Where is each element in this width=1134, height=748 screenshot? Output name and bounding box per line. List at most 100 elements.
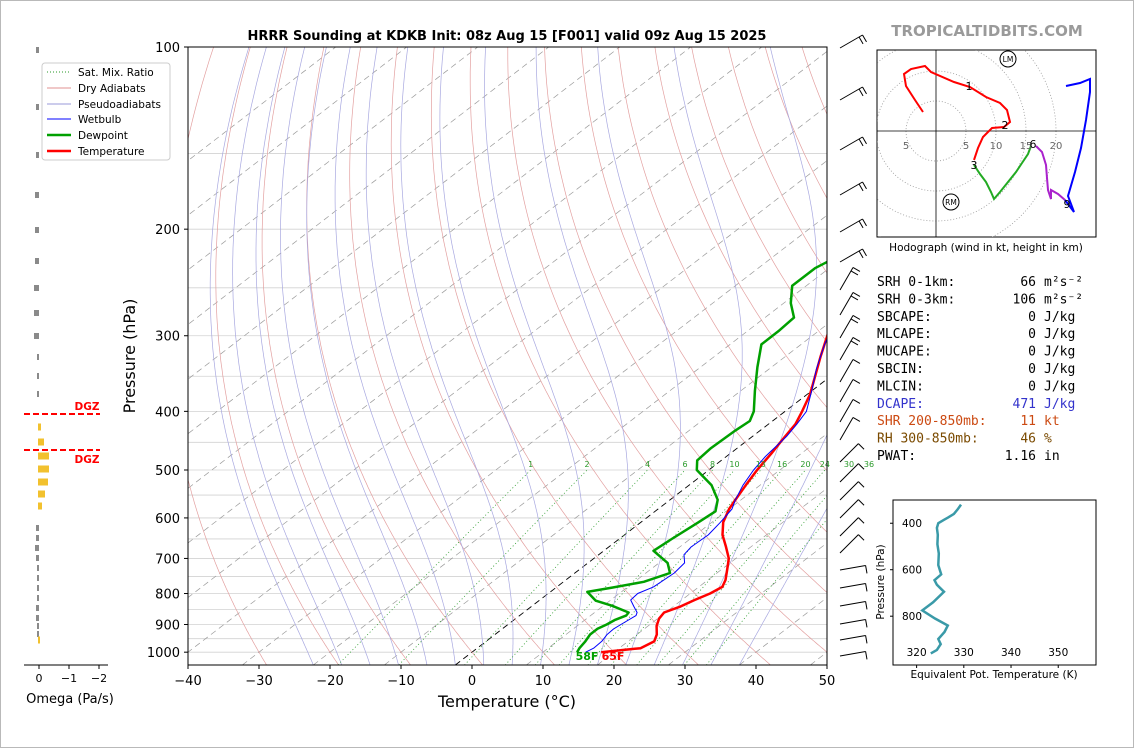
y-tick-label: 600 (155, 512, 180, 527)
dry-adiabat-line (507, 47, 827, 653)
x-tick-label: 30 (677, 674, 694, 689)
omega-tick-label-1: −1 (61, 672, 77, 685)
mixing-ratio-line (534, 469, 713, 665)
legend-label-sat-mix-ratio: Sat. Mix. Ratio (78, 67, 154, 79)
wind-barb (839, 399, 861, 423)
y-tick-label: 800 (155, 588, 180, 603)
wind-barb-staff (839, 650, 866, 657)
wind-barb (839, 534, 865, 554)
theta-e-y-label: Pressure (hPa) (875, 544, 887, 619)
mixing-ratio-line (706, 518, 827, 665)
index-unit: J/kg (1044, 310, 1075, 325)
chart-title: HRRR Sounding at KDKB Init: 08z Aug 15 [… (248, 29, 767, 44)
y-tick-label: 900 (155, 618, 180, 633)
pseudoadiabat-line (365, 47, 485, 665)
isotherm-line (188, 47, 336, 162)
omega-bar (36, 615, 39, 621)
wind-barb (839, 463, 865, 483)
theta-e-x-label: Equivalent Pot. Temperature (K) (910, 669, 1077, 681)
wind-barb-flag (862, 248, 867, 257)
wind-barb-flag (852, 359, 861, 364)
wind-barb (839, 136, 867, 151)
omega-bar (35, 192, 39, 198)
wind-barb-flag (858, 499, 865, 506)
wind-barb (839, 379, 861, 403)
omega-bar (37, 565, 39, 571)
isotherm-line (188, 47, 762, 489)
mixing-ratio-label: 36 (864, 460, 874, 469)
y-tick-label: 700 (155, 552, 180, 567)
index-value: 46 (1020, 432, 1036, 447)
isotherm-line (188, 50, 827, 544)
wind-barb-flag (850, 340, 859, 346)
omega-bar-dgz (38, 478, 48, 486)
wind-barb-flag (858, 517, 865, 524)
mixing-ratio-line (464, 469, 648, 665)
wind-barb (839, 481, 865, 501)
omega-bar-dgz (38, 438, 44, 446)
wind-barb-flag (858, 534, 865, 541)
theta-e-y-tick-label: 600 (902, 565, 922, 577)
wind-barb (839, 292, 861, 316)
hodograph-ring-label-10: 10 (990, 141, 1003, 152)
skewt-axes: −40 −30 −20 −10 0 10 20 30 40 50 100 200 300 400 500 60… (147, 41, 835, 689)
dry-adiabat-line (349, 47, 555, 665)
omega-bar (34, 285, 39, 291)
wind-barb (839, 34, 867, 49)
mixing-ratio-label: 6 (683, 460, 688, 469)
wind-barb-staff (839, 517, 859, 537)
theta-e-panel: 320 330 340 350 400 600 800 Equivalent Pot. Te… (875, 499, 1097, 681)
pseudoadiabat-line (710, 434, 827, 665)
index-value: 11 (1020, 414, 1036, 429)
index-value: 471 (1013, 397, 1036, 412)
hodograph-height-9: 9 (1064, 198, 1071, 211)
pseudoadiabat-line (653, 47, 743, 665)
right-mover-label: RM (945, 198, 957, 207)
omega-bar (36, 47, 39, 53)
surface-dewpoint-label: 58F (576, 650, 599, 663)
index-unit: m²s⁻² (1044, 275, 1083, 290)
omega-bar (37, 595, 39, 601)
wind-barb-flag (865, 601, 868, 610)
dgz-label-bottom: DGZ (75, 454, 100, 466)
mixing-ratio-line (504, 469, 686, 665)
wind-barb (839, 417, 861, 441)
chart-legend: Sat. Mix. Ratio Dry Adiabats Pseudoadiab… (41, 62, 171, 161)
mixing-ratio-label: 13 (756, 460, 766, 469)
index-value: 106 (1013, 292, 1036, 307)
theta-e-y-tick-label: 400 (902, 518, 922, 530)
index-label: RH 300-850mb: (877, 432, 979, 447)
index-unit: in (1044, 449, 1060, 464)
wind-barb-staff (839, 379, 854, 403)
mixing-ratio-line (684, 494, 827, 665)
wind-barb-flag (862, 181, 867, 190)
index-label: SRH 0-3km: (877, 292, 955, 307)
mixing-ratio-label: 24 (820, 460, 830, 469)
wind-barb (839, 564, 868, 574)
theta-e-x-tick-label: 340 (1001, 647, 1021, 659)
right-mover-marker (942, 193, 960, 211)
dgz-label-top: DGZ (75, 401, 100, 413)
wind-barb-flag (865, 619, 868, 628)
legend-label-wetbulb: Wetbulb (78, 114, 122, 126)
legend-label-dry-adiabats: Dry Adiabats (78, 83, 146, 95)
wind-barb (839, 517, 865, 537)
wind-barb-flag (850, 318, 859, 324)
omega-bar (36, 525, 39, 531)
mixing-ratio-label: 10 (729, 460, 739, 469)
dry-adiabat-line (430, 47, 699, 665)
wind-barb-flag (852, 399, 861, 404)
x-tick-label: 40 (748, 674, 765, 689)
index-label: PWAT: (877, 449, 916, 464)
mixing-ratio-labels: 1 2 4 6 8 10 13 16 20 24 30 36 (528, 460, 874, 469)
wind-barb-flag (852, 337, 861, 342)
wind-barb-staff (839, 292, 854, 316)
x-tick-label: −10 (387, 674, 414, 689)
mixing-ratio-line (558, 469, 735, 665)
mixing-ratio-label: 16 (777, 460, 787, 469)
index-value: 0 (1028, 310, 1036, 325)
omega-bar (35, 258, 39, 264)
theta-e-x-tick-label: 320 (907, 647, 927, 659)
hodograph-trace-6-9km (1035, 145, 1066, 201)
